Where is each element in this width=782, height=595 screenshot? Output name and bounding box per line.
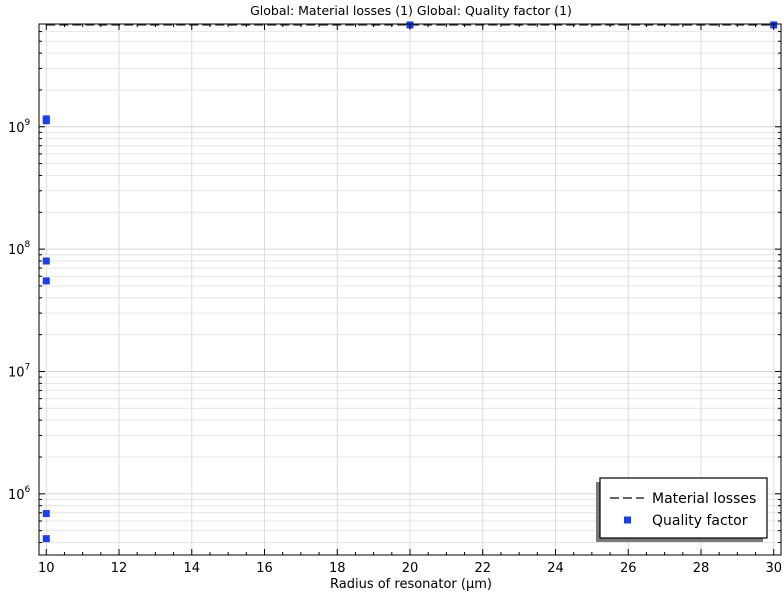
legend-box (599, 477, 768, 539)
y-tick-label: 108 (8, 240, 31, 258)
x-axis-label: Radius of resonator (µm) (330, 577, 492, 592)
axis-ticks (39, 24, 781, 555)
x-tick-label: 10 (38, 561, 55, 576)
chart-title: Global: Material losses (1) Global: Qual… (250, 3, 572, 18)
x-tick-label: 28 (693, 561, 710, 576)
x-tick-label: 14 (183, 561, 200, 576)
legend-entry-label: Material losses (652, 491, 756, 507)
x-tick-label: 30 (765, 561, 782, 576)
x-tick-label: 18 (329, 561, 346, 576)
legend-swatch-marker (624, 516, 631, 524)
y-tick-labels: 106 107 108 109 (8, 118, 31, 503)
quality-factor-marker (42, 257, 50, 265)
legend: Material losses Quality factor (596, 477, 768, 542)
x-tick-label: 20 (402, 561, 419, 576)
x-tick-label: 24 (547, 561, 564, 576)
y-tick-label: 109 (8, 118, 31, 136)
quality-factor-marker (42, 535, 50, 543)
x-tick-labels: 10 12 14 16 18 20 22 24 26 28 30 (38, 561, 782, 576)
major-grid (39, 24, 781, 555)
quality-factor-marker (42, 510, 50, 518)
quality-factor-marker (42, 115, 50, 123)
x-tick-label: 26 (620, 561, 637, 576)
y-tick-label: 107 (8, 362, 30, 380)
legend-entry-label: Quality factor (652, 513, 748, 529)
x-tick-label: 16 (256, 561, 273, 576)
quality-factor-marker (42, 277, 50, 285)
x-tick-label: 22 (474, 561, 491, 576)
y-tick-label: 106 (8, 485, 31, 503)
x-tick-label: 12 (111, 561, 128, 576)
